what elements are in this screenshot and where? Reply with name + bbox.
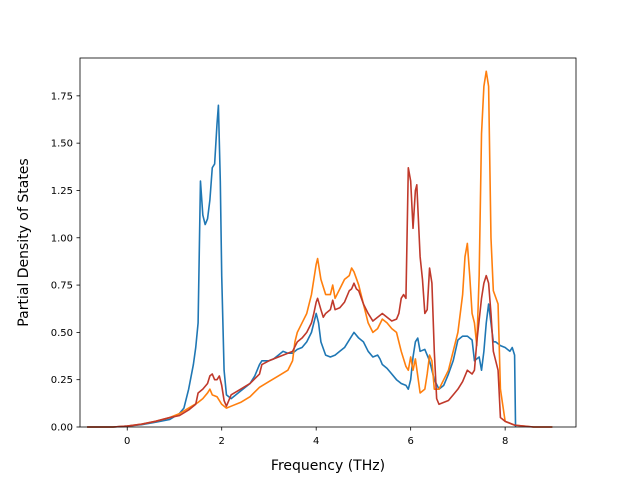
x-tick-label: 6 <box>407 436 413 447</box>
y-tick-label: 1.75 <box>51 91 73 102</box>
x-tick-label: 4 <box>313 436 319 447</box>
x-tick-label: 2 <box>219 436 225 447</box>
y-tick-label: 1.25 <box>51 186 73 197</box>
x-axis-label: Frequency (THz) <box>271 458 385 474</box>
series-layer <box>87 70 553 428</box>
series-line-1 <box>87 104 517 428</box>
series-line-2 <box>87 70 553 428</box>
y-tick-label: 0.25 <box>51 375 73 386</box>
x-axis: 0 2 4 6 8 <box>124 427 508 447</box>
y-tick-label: 0.00 <box>51 423 73 434</box>
series-line-3 <box>87 166 553 428</box>
y-tick-label: 0.50 <box>51 328 73 339</box>
y-tick-label: 0.75 <box>51 281 73 292</box>
y-tick-label: 1.50 <box>51 139 73 150</box>
y-axis: 0.00 0.25 0.50 0.75 1.00 1.25 1.50 1.75 <box>51 91 80 434</box>
y-axis-label: Partial Density of States <box>16 158 32 326</box>
x-tick-label: 8 <box>502 436 508 447</box>
plot-frame <box>79 57 577 428</box>
y-tick-label: 1.00 <box>51 233 73 244</box>
x-tick-label: 0 <box>124 436 130 447</box>
